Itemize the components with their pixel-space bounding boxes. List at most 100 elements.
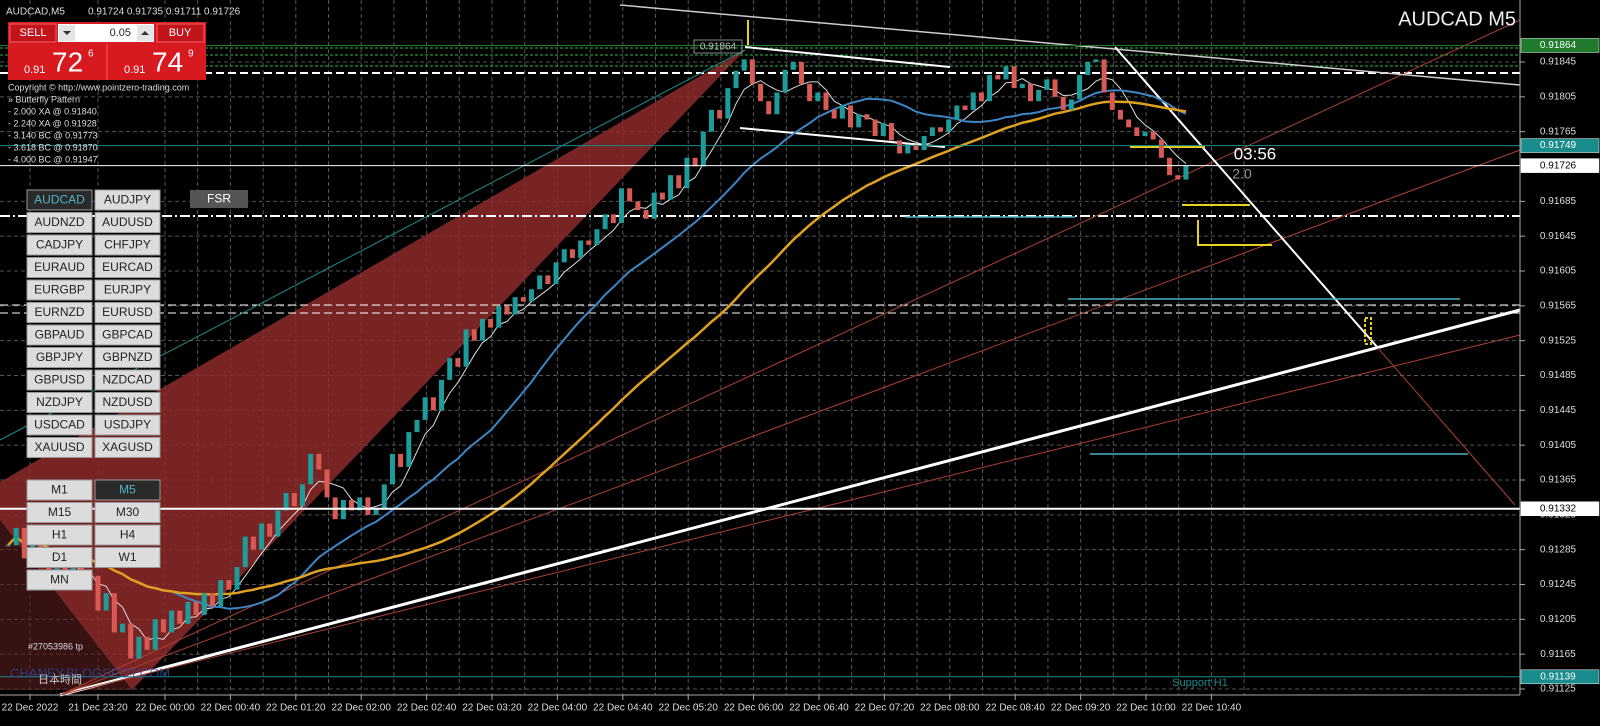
button-label[interactable]: GBPAUD	[35, 328, 85, 342]
button[interactable]: H1	[26, 524, 93, 546]
button-bg[interactable]	[26, 347, 93, 368]
button-bg[interactable]	[94, 302, 161, 323]
button[interactable]: USDJPY	[94, 414, 161, 436]
button-bg[interactable]	[26, 302, 93, 323]
button[interactable]: GBPUSD	[26, 369, 93, 391]
button-label[interactable]: CHFJPY	[104, 238, 151, 252]
button[interactable]: EURJPY	[94, 279, 161, 301]
button-bg[interactable]	[26, 189, 93, 211]
button[interactable]: D1	[26, 547, 93, 568]
button-bg[interactable]	[94, 392, 161, 413]
button[interactable]: AUDJPY	[94, 189, 161, 211]
button[interactable]: NZDJPY	[26, 392, 93, 413]
button-bg[interactable]	[26, 324, 93, 346]
button[interactable]: W1	[94, 547, 161, 568]
button-label[interactable]: AUDJPY	[104, 193, 151, 207]
button[interactable]: M15	[26, 502, 93, 523]
button-bg[interactable]	[26, 212, 93, 233]
button-label[interactable]: CADJPY	[36, 238, 83, 252]
button-label[interactable]: USDJPY	[104, 418, 151, 432]
button-label[interactable]: H4	[120, 528, 136, 542]
button[interactable]: XAGUSD	[94, 437, 161, 458]
button[interactable]: FSR	[190, 190, 248, 208]
button-label[interactable]: EURJPY	[104, 283, 151, 297]
button-bg[interactable]	[94, 212, 161, 233]
button-label[interactable]: AUDCAD	[34, 193, 85, 207]
buy-label[interactable]: BUY	[169, 27, 192, 39]
button-label[interactable]: M30	[116, 505, 140, 519]
button[interactable]: NZDUSD	[94, 392, 161, 413]
button-bg[interactable]	[94, 547, 161, 568]
button[interactable]: EURUSD	[94, 302, 161, 323]
button[interactable]: H4	[94, 524, 161, 546]
button-bg[interactable]	[94, 437, 161, 458]
button[interactable]: GBPCAD	[94, 324, 161, 346]
button[interactable]: USDCAD	[26, 414, 93, 436]
button-bg[interactable]	[26, 392, 93, 413]
button-bg[interactable]	[94, 324, 161, 346]
button-bg[interactable]	[26, 279, 93, 301]
button[interactable]: CHFJPY	[94, 234, 161, 256]
button-label[interactable]: H1	[52, 528, 68, 542]
button[interactable]: GBPJPY	[26, 347, 93, 368]
button-bg[interactable]	[26, 479, 93, 501]
button[interactable]: EURGBP	[26, 279, 93, 301]
button-label[interactable]: USDCAD	[34, 418, 85, 432]
button-label[interactable]: M15	[48, 505, 72, 519]
button-bg[interactable]	[26, 369, 93, 391]
button-bg[interactable]	[94, 279, 161, 301]
button-bg[interactable]	[190, 190, 248, 208]
buy-button[interactable]	[156, 23, 205, 43]
button-bg[interactable]	[94, 524, 161, 546]
button[interactable]: MN	[26, 569, 93, 591]
button[interactable]: M1	[26, 479, 93, 501]
button[interactable]: EURNZD	[26, 302, 93, 323]
button-bg[interactable]	[94, 414, 161, 436]
button-bg[interactable]	[94, 189, 161, 211]
button[interactable]: CADJPY	[26, 234, 93, 256]
button[interactable]: AUDCAD	[26, 189, 93, 211]
button-label[interactable]: NZDCAD	[103, 373, 153, 387]
button[interactable]: M5	[94, 479, 161, 501]
button[interactable]: EURAUD	[26, 257, 93, 278]
button-label[interactable]: EURCAD	[102, 260, 153, 274]
button-bg[interactable]	[94, 369, 161, 391]
button[interactable]: EURCAD	[94, 257, 161, 278]
button-label[interactable]: AUDUSD	[102, 215, 153, 229]
button-label[interactable]: M1	[51, 483, 68, 497]
button-label[interactable]: EURUSD	[102, 305, 153, 319]
button-label[interactable]: GBPJPY	[36, 350, 83, 364]
button[interactable]: GBPAUD	[26, 324, 93, 346]
lot-value[interactable]: 0.05	[110, 27, 131, 39]
button-bg[interactable]	[26, 437, 93, 458]
button-bg[interactable]	[26, 524, 93, 546]
button[interactable]: XAUUSD	[26, 437, 93, 458]
button-label[interactable]: XAGUSD	[102, 440, 153, 454]
button-label[interactable]: EURGBP	[34, 283, 85, 297]
button-bg[interactable]	[26, 502, 93, 523]
button[interactable]: AUDUSD	[94, 212, 161, 233]
button-label[interactable]: MN	[50, 573, 69, 587]
button-label[interactable]: GBPUSD	[34, 373, 85, 387]
button[interactable]: M30	[94, 502, 161, 523]
lot-input[interactable]	[58, 24, 154, 42]
button-bg[interactable]	[94, 502, 161, 523]
button-bg[interactable]	[94, 347, 161, 368]
button[interactable]: NZDCAD	[94, 369, 161, 391]
sell-label[interactable]: SELL	[20, 27, 47, 39]
button-bg[interactable]	[26, 257, 93, 278]
button-label[interactable]: GBPCAD	[102, 328, 153, 342]
button-label[interactable]: XAUUSD	[34, 440, 84, 454]
button-label[interactable]: W1	[119, 550, 137, 564]
button-bg[interactable]	[26, 234, 93, 256]
button-label[interactable]: NZDJPY	[36, 395, 83, 409]
button-label[interactable]: FSR	[207, 192, 231, 206]
button-label[interactable]: AUDNZD	[35, 215, 85, 229]
button-label[interactable]: D1	[52, 550, 68, 564]
button[interactable]: GBPNZD	[94, 347, 161, 368]
button-bg[interactable]	[26, 569, 93, 591]
button[interactable]: AUDNZD	[26, 212, 93, 233]
button-bg[interactable]	[94, 257, 161, 278]
button-bg[interactable]	[26, 547, 93, 568]
button-label[interactable]: EURAUD	[34, 260, 85, 274]
